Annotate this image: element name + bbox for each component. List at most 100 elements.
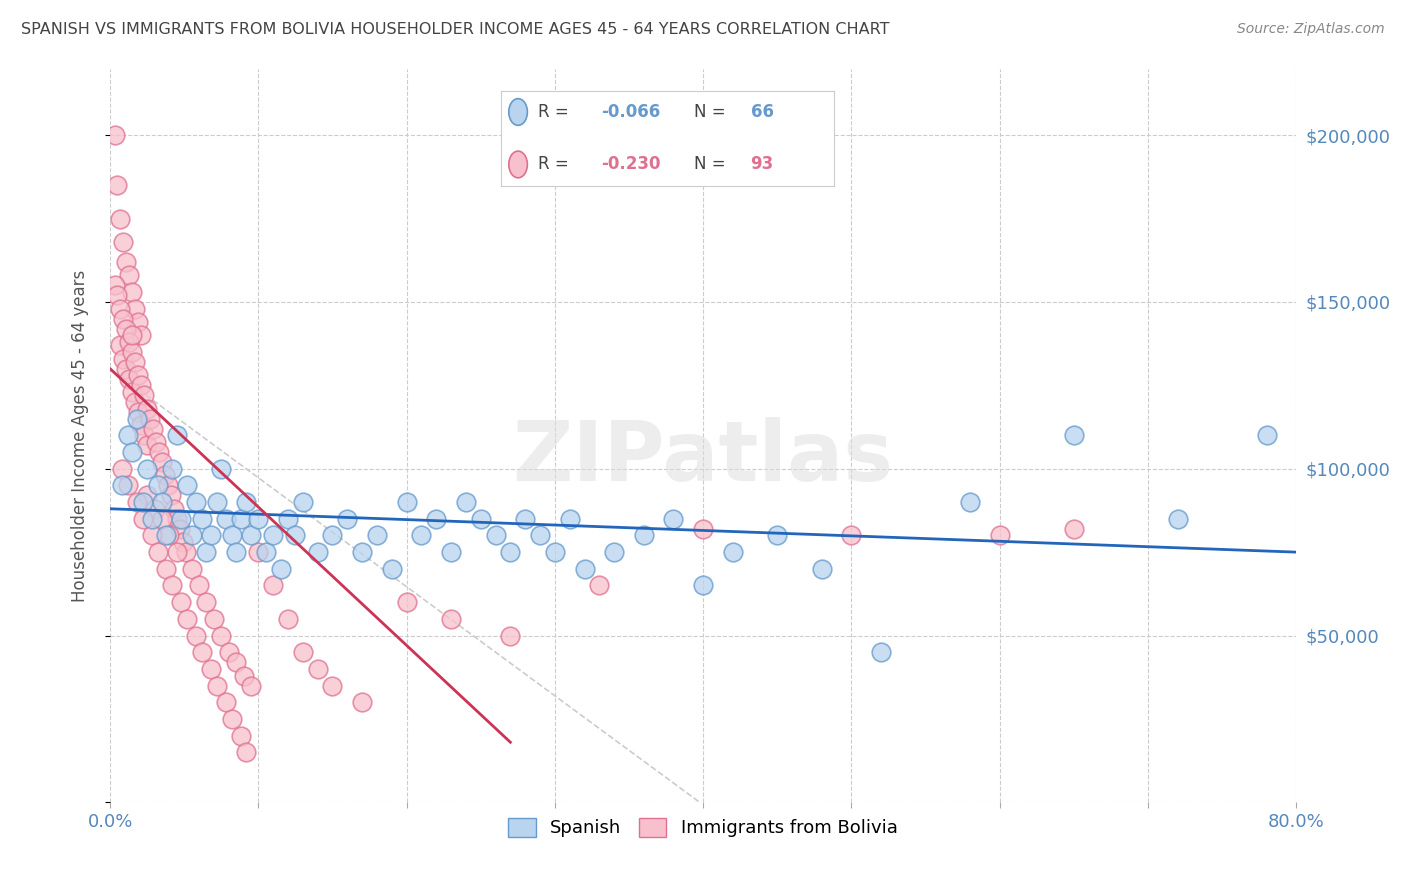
Point: [229, 512, 252, 526]
Point: [499, 545, 522, 559]
Point: [870, 645, 893, 659]
Point: [692, 578, 714, 592]
Point: [221, 712, 243, 726]
Point: [440, 545, 463, 559]
Point: [180, 528, 202, 542]
Point: [169, 522, 191, 536]
Point: [321, 528, 343, 542]
Point: [146, 545, 169, 559]
Text: SPANISH VS IMMIGRANTS FROM BOLIVIA HOUSEHOLDER INCOME AGES 45 - 64 YEARS CORRELA: SPANISH VS IMMIGRANTS FROM BOLIVIA HOUSE…: [21, 22, 890, 37]
Point: [291, 645, 314, 659]
Point: [558, 512, 581, 526]
Point: [544, 545, 567, 559]
Point: [277, 612, 299, 626]
Point: [1063, 522, 1085, 536]
Point: [110, 211, 132, 226]
Point: [127, 405, 149, 419]
Point: [1063, 428, 1085, 442]
Point: [117, 428, 139, 442]
Point: [515, 512, 537, 526]
Point: [336, 512, 359, 526]
Point: [574, 562, 596, 576]
Point: [395, 595, 418, 609]
Point: [112, 311, 135, 326]
Point: [235, 745, 257, 759]
Point: [411, 528, 433, 542]
Point: [202, 612, 225, 626]
Point: [115, 255, 138, 269]
Point: [150, 512, 173, 526]
Point: [195, 545, 218, 559]
Point: [291, 495, 314, 509]
Point: [232, 668, 254, 682]
Point: [205, 495, 228, 509]
Point: [721, 545, 744, 559]
Point: [103, 128, 125, 143]
Point: [160, 488, 183, 502]
Point: [148, 445, 170, 459]
Point: [247, 545, 270, 559]
Point: [209, 462, 232, 476]
Point: [162, 462, 184, 476]
Point: [366, 528, 388, 542]
Point: [959, 495, 981, 509]
Point: [141, 528, 163, 542]
Point: [153, 468, 176, 483]
Point: [121, 345, 143, 359]
Point: [277, 512, 299, 526]
Point: [156, 478, 179, 492]
Point: [262, 578, 284, 592]
Point: [127, 315, 149, 329]
Point: [155, 528, 177, 542]
Point: [633, 528, 655, 542]
Point: [131, 495, 153, 509]
Point: [229, 729, 252, 743]
Point: [115, 321, 138, 335]
Point: [270, 562, 292, 576]
Point: [146, 478, 169, 492]
Point: [141, 512, 163, 526]
Point: [184, 628, 207, 642]
Point: [440, 612, 463, 626]
Point: [841, 528, 863, 542]
Point: [155, 562, 177, 576]
Point: [470, 512, 492, 526]
Point: [662, 512, 685, 526]
Point: [136, 488, 159, 502]
Point: [254, 545, 277, 559]
Point: [136, 438, 159, 452]
Point: [117, 478, 139, 492]
Point: [111, 462, 134, 476]
Point: [124, 395, 146, 409]
Point: [166, 512, 188, 526]
Point: [145, 435, 167, 450]
Point: [127, 368, 149, 383]
Point: [112, 235, 135, 249]
Point: [588, 578, 610, 592]
Point: [118, 334, 141, 349]
Point: [115, 361, 138, 376]
Point: [454, 495, 477, 509]
Point: [131, 512, 153, 526]
Point: [134, 428, 156, 442]
Point: [121, 385, 143, 400]
Point: [125, 495, 148, 509]
Point: [1256, 428, 1278, 442]
Point: [215, 512, 238, 526]
Point: [176, 612, 198, 626]
Point: [381, 562, 404, 576]
Point: [139, 411, 162, 425]
Point: [195, 595, 218, 609]
Point: [172, 535, 194, 549]
Point: [166, 545, 188, 559]
Point: [200, 662, 222, 676]
Point: [170, 512, 193, 526]
Point: [239, 528, 262, 542]
Point: [170, 595, 193, 609]
Point: [1167, 512, 1189, 526]
Point: [499, 628, 522, 642]
Point: [110, 338, 132, 352]
Point: [143, 501, 166, 516]
Point: [225, 545, 247, 559]
Point: [307, 662, 329, 676]
